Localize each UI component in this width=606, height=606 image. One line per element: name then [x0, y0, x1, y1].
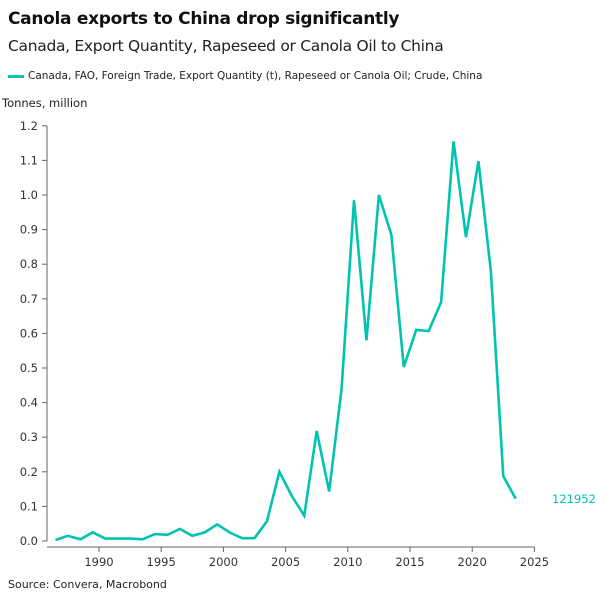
y-tick-label: 0.7: [20, 292, 38, 306]
x-tick-label: 2015: [395, 555, 424, 569]
chart-subtitle: Canada, Export Quantity, Rapeseed or Can…: [8, 37, 444, 55]
y-tick-label: 0.0: [20, 534, 38, 548]
x-tick-label: 2025: [520, 555, 549, 569]
series-line: [55, 141, 517, 542]
chart-title: Canola exports to China drop significant…: [8, 9, 400, 29]
y-tick-label: 0.3: [20, 430, 38, 444]
y-tick-label: 1.0: [20, 188, 38, 202]
y-tick-label: 0.9: [20, 223, 38, 237]
x-tick-label: 1995: [147, 555, 176, 569]
legend-label: Canada, FAO, Foreign Trade, Export Quant…: [28, 70, 483, 82]
x-tick-label: 2005: [271, 555, 300, 569]
y-tick-label: 1.2: [20, 119, 38, 133]
y-tick-label: 0.8: [20, 257, 38, 271]
x-tick-label: 2000: [209, 555, 238, 569]
x-tick-label: 2020: [458, 555, 487, 569]
y-tick-label: 0.4: [20, 396, 38, 410]
x-tick-label: 2010: [333, 555, 362, 569]
y-tick-label: 0.5: [20, 361, 38, 375]
legend: Canada, FAO, Foreign Trade, Export Quant…: [8, 70, 482, 82]
y-tick-label: 0.6: [20, 326, 38, 340]
last-value-label: 121952: [552, 492, 596, 506]
y-tick-label: 0.1: [20, 499, 38, 513]
x-tick-label: 1990: [84, 555, 113, 569]
y-tick-label: 1.1: [20, 153, 38, 167]
y-axis-label: Tonnes, million: [2, 96, 88, 110]
y-tick-label: 0.2: [20, 465, 38, 479]
source-note: Source: Convera, Macrobond: [8, 578, 167, 591]
legend-swatch: [8, 74, 24, 78]
